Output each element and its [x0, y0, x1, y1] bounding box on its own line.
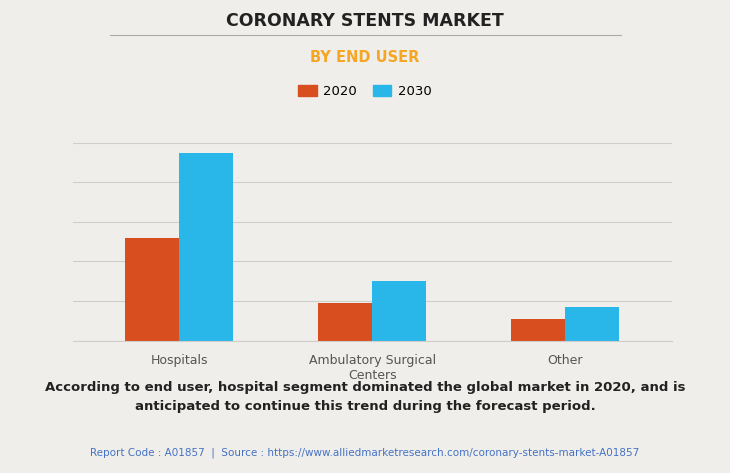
Bar — [372, 281, 426, 341]
Text: BY END USER: BY END USER — [310, 50, 420, 65]
Text: CORONARY STENTS MARKET: CORONARY STENTS MARKET — [226, 12, 504, 30]
Legend: 2020, 2030: 2020, 2030 — [293, 80, 437, 104]
Bar — [566, 307, 620, 341]
Bar — [318, 303, 372, 341]
Bar — [125, 238, 179, 341]
Text: According to end user, hospital segment dominated the global market in 2020, and: According to end user, hospital segment … — [45, 381, 685, 413]
Bar — [179, 153, 234, 341]
Bar — [511, 319, 566, 341]
Text: Report Code : A01857  |  Source : https://www.alliedmarketresearch.com/coronary-: Report Code : A01857 | Source : https://… — [91, 447, 639, 458]
